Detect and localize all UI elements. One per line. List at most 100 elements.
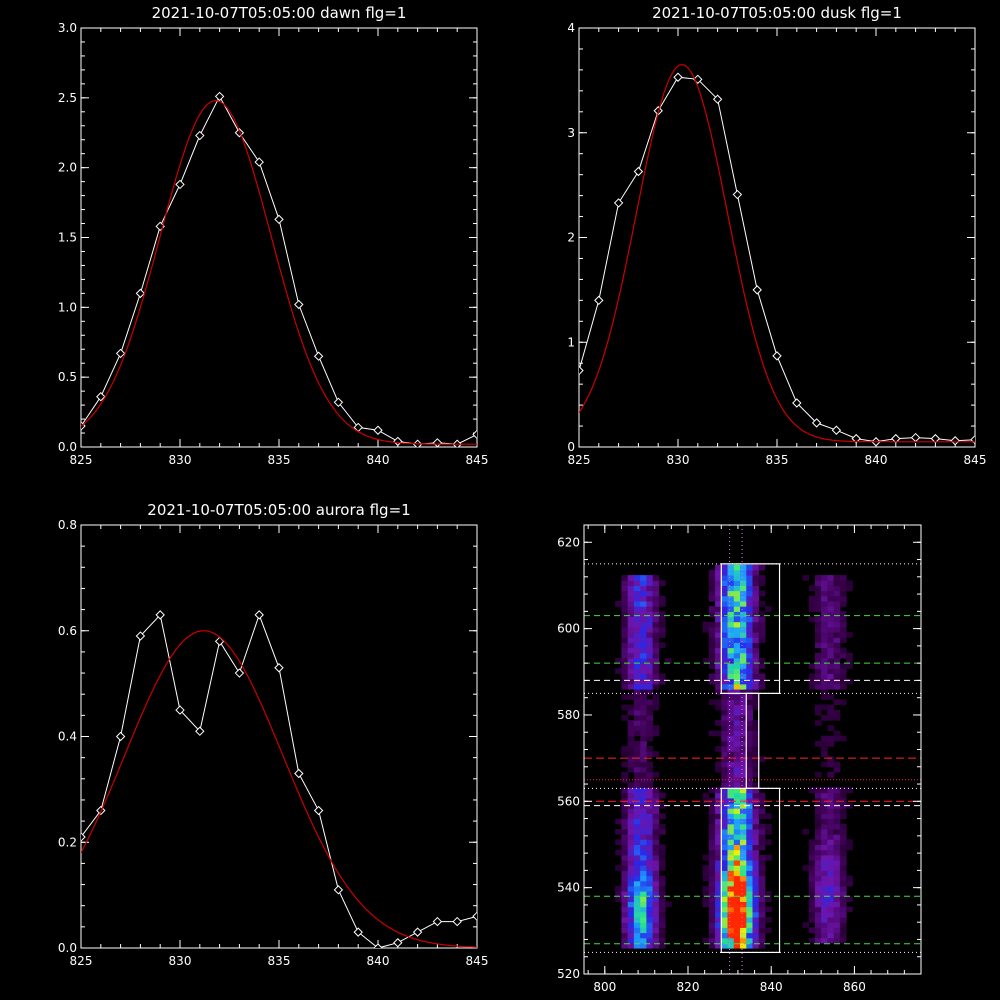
heatmap-cell: [833, 901, 841, 908]
heatmap-cell: [652, 937, 660, 944]
heatmap-cell: [752, 797, 760, 804]
heatmap-cell: [827, 932, 835, 939]
heatmap-cell: [708, 818, 716, 825]
heatmap-cell: [646, 834, 654, 840]
y-tick-label: 0.5: [58, 370, 77, 384]
heatmap-cell: [746, 761, 753, 768]
heatmap-cell: [839, 616, 847, 623]
heatmap-cell: [827, 839, 835, 845]
heatmap-cell: [758, 590, 766, 597]
heatmap-cell: [633, 823, 641, 830]
heatmap-cell: [839, 885, 847, 892]
heatmap-cell: [833, 891, 841, 897]
heatmap-cell: [827, 880, 835, 887]
heatmap-cell: [721, 823, 728, 830]
heatmap-cell: [652, 839, 660, 845]
heatmap-cell: [752, 891, 760, 897]
data-point: [452, 916, 462, 927]
heatmap-cell: [758, 658, 766, 664]
heatmap-cell: [627, 637, 635, 643]
heatmap-cell: [733, 699, 741, 706]
heatmap-cell: [814, 813, 822, 820]
heatmap-cell: [727, 673, 735, 680]
heatmap-cell: [740, 942, 747, 949]
heatmap-cell: [839, 932, 847, 939]
heatmap-cell: [821, 885, 828, 892]
heatmap-cell: [721, 818, 728, 825]
heatmap-cell: [827, 611, 835, 617]
data-point: [393, 938, 403, 948]
heatmap-cell: [833, 787, 841, 794]
heatmap-cell: [658, 823, 666, 830]
heatmap-cell: [814, 658, 822, 664]
heatmap-cell: [746, 683, 753, 690]
heatmap-cell: [814, 834, 822, 840]
heatmap-cell: [708, 865, 716, 871]
heatmap-cell: [652, 797, 660, 804]
heatmap-cell: [733, 709, 741, 716]
heatmap-cell: [833, 658, 841, 664]
heatmap-cell: [839, 575, 847, 581]
heatmap-cell: [765, 896, 772, 902]
heatmap-cell: [839, 792, 847, 799]
heatmap-cell: [740, 844, 747, 851]
heatmap-cell: [627, 917, 635, 923]
heatmap-cell: [727, 564, 735, 571]
heatmap-cell: [733, 870, 741, 877]
heatmap-cell: [646, 782, 654, 788]
heatmap-cell: [821, 901, 828, 908]
heatmap-cell: [740, 787, 747, 794]
heatmap-cell: [765, 828, 772, 835]
heatmap-cell: [627, 927, 635, 934]
heatmap-cell: [652, 771, 660, 778]
heatmap-cell: [708, 621, 716, 628]
data-point: [195, 130, 205, 141]
heatmap-cell: [652, 932, 660, 939]
heatmap-cell: [721, 689, 728, 695]
heatmap-cell: [658, 885, 666, 892]
heatmap-cell: [827, 658, 835, 664]
heatmap-cell: [702, 658, 710, 664]
heatmap-cell: [752, 823, 760, 830]
heatmap-cell: [652, 901, 660, 908]
heatmap-cell: [758, 663, 766, 669]
heatmap-cell: [627, 616, 635, 623]
heatmap-cell: [752, 564, 760, 571]
heatmap-cell: [640, 725, 647, 731]
heatmap-cell: [721, 647, 728, 654]
heatmap-cell: [733, 564, 741, 571]
heatmap-cell: [621, 917, 629, 923]
heatmap-cell: [827, 834, 835, 840]
heatmap-cell: [833, 844, 841, 851]
heatmap-cell: [652, 875, 660, 882]
heatmap-cell: [727, 751, 735, 757]
heatmap-cell: [640, 771, 647, 778]
heatmap-cell: [833, 637, 841, 643]
heatmap-cell: [758, 797, 766, 804]
heatmap-cell: [715, 761, 722, 768]
heatmap-cell: [646, 735, 654, 742]
heatmap-cell: [733, 575, 741, 581]
data-point: [752, 285, 762, 295]
heatmap-cell: [708, 828, 716, 835]
heatmap-cell: [627, 575, 635, 581]
heatmap-cell: [740, 637, 747, 643]
heatmap-cell: [827, 756, 835, 763]
heatmap-cell: [715, 813, 722, 820]
heatmap-cell: [715, 663, 722, 669]
heatmap-cell: [640, 678, 647, 685]
heatmap-cell: [640, 606, 647, 612]
x-tick-label: 845: [466, 453, 489, 467]
heatmap-cell: [652, 611, 660, 617]
data-point: [195, 726, 205, 736]
heatmap-cell: [802, 575, 810, 581]
heatmap-cell: [640, 891, 647, 897]
heatmap-cell: [746, 818, 753, 825]
heatmap-cell: [627, 792, 635, 799]
x-tick-label: 830: [169, 954, 192, 968]
y-tick-label: 580: [557, 708, 580, 722]
heatmap-cell: [814, 595, 822, 602]
heatmap-cell: [733, 922, 741, 928]
heatmap-cell: [640, 720, 647, 726]
heatmap-cell: [846, 632, 853, 638]
